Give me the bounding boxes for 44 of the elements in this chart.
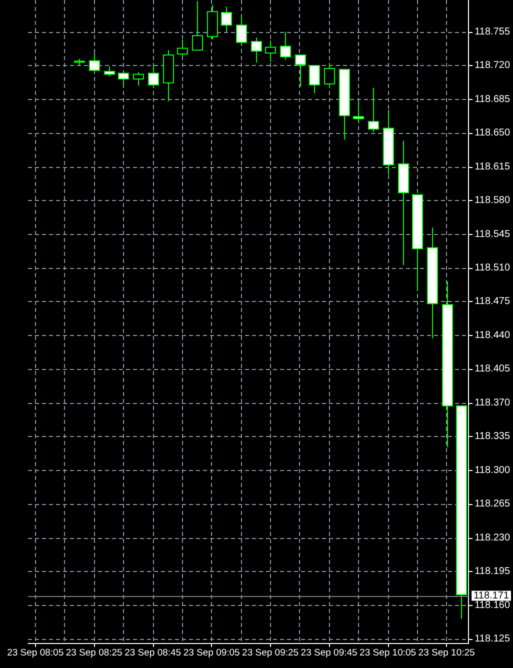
y-tick-label: 118.755 (474, 26, 510, 38)
candlestick (104, 66, 115, 77)
y-tick-label: 118.370 (474, 397, 510, 408)
candlestick (353, 100, 364, 124)
y-tick-label: 118.475 (474, 296, 510, 308)
candlestick (148, 65, 159, 88)
x-tick-label: 23 Sep 10:05 (360, 648, 416, 658)
x-tick-label: 23 Sep 10:25 (418, 648, 475, 658)
y-tick-label: 118.230 (474, 532, 510, 544)
x-tick-label: 23 Sep 09:05 (183, 648, 240, 658)
candlestick (221, 6, 232, 32)
y-tick-label: 118.405 (474, 364, 510, 375)
candlestick (265, 40, 276, 62)
x-tick-label: 23 Sep 08:05 (7, 648, 64, 658)
x-tick-label: 23 Sep 08:25 (66, 648, 122, 658)
candlestick (133, 72, 144, 86)
candlestick (324, 64, 335, 88)
x-tick-label: 23 Sep 09:45 (300, 648, 358, 658)
y-tick-label: 118.160 (474, 600, 510, 611)
y-tick-label: 118.300 (474, 464, 510, 476)
candlestick (309, 65, 320, 94)
y-tick-label: 118.685 (474, 94, 510, 105)
y-tick-label: 118.510 (474, 262, 510, 274)
y-tick-label: 118.545 (474, 228, 510, 240)
y-tick-label: 118.195 (474, 566, 510, 578)
candlestick (177, 39, 188, 56)
y-tick-label: 118.125 (474, 634, 510, 645)
y-tick-label: 118.335 (474, 431, 510, 442)
candlestick (280, 31, 291, 60)
y-tick-label: 118.580 (474, 195, 510, 206)
candlestick (236, 14, 247, 45)
candlestick (368, 87, 379, 133)
x-tick-label: 23 Sep 08:45 (124, 648, 182, 658)
x-tick-label: 23 Sep 09:25 (242, 648, 299, 658)
y-tick-label: 118.440 (474, 330, 510, 341)
ref-line-label: 118.171 (474, 590, 510, 602)
candlestick (89, 52, 100, 71)
y-tick-label: 118.720 (474, 60, 510, 72)
candlestick (251, 37, 262, 64)
y-tick-label: 118.650 (474, 128, 510, 139)
y-tick-label: 118.615 (474, 161, 510, 172)
y-tick-label: 118.265 (474, 498, 510, 510)
candlestick (295, 54, 306, 88)
candlestick (118, 72, 129, 88)
